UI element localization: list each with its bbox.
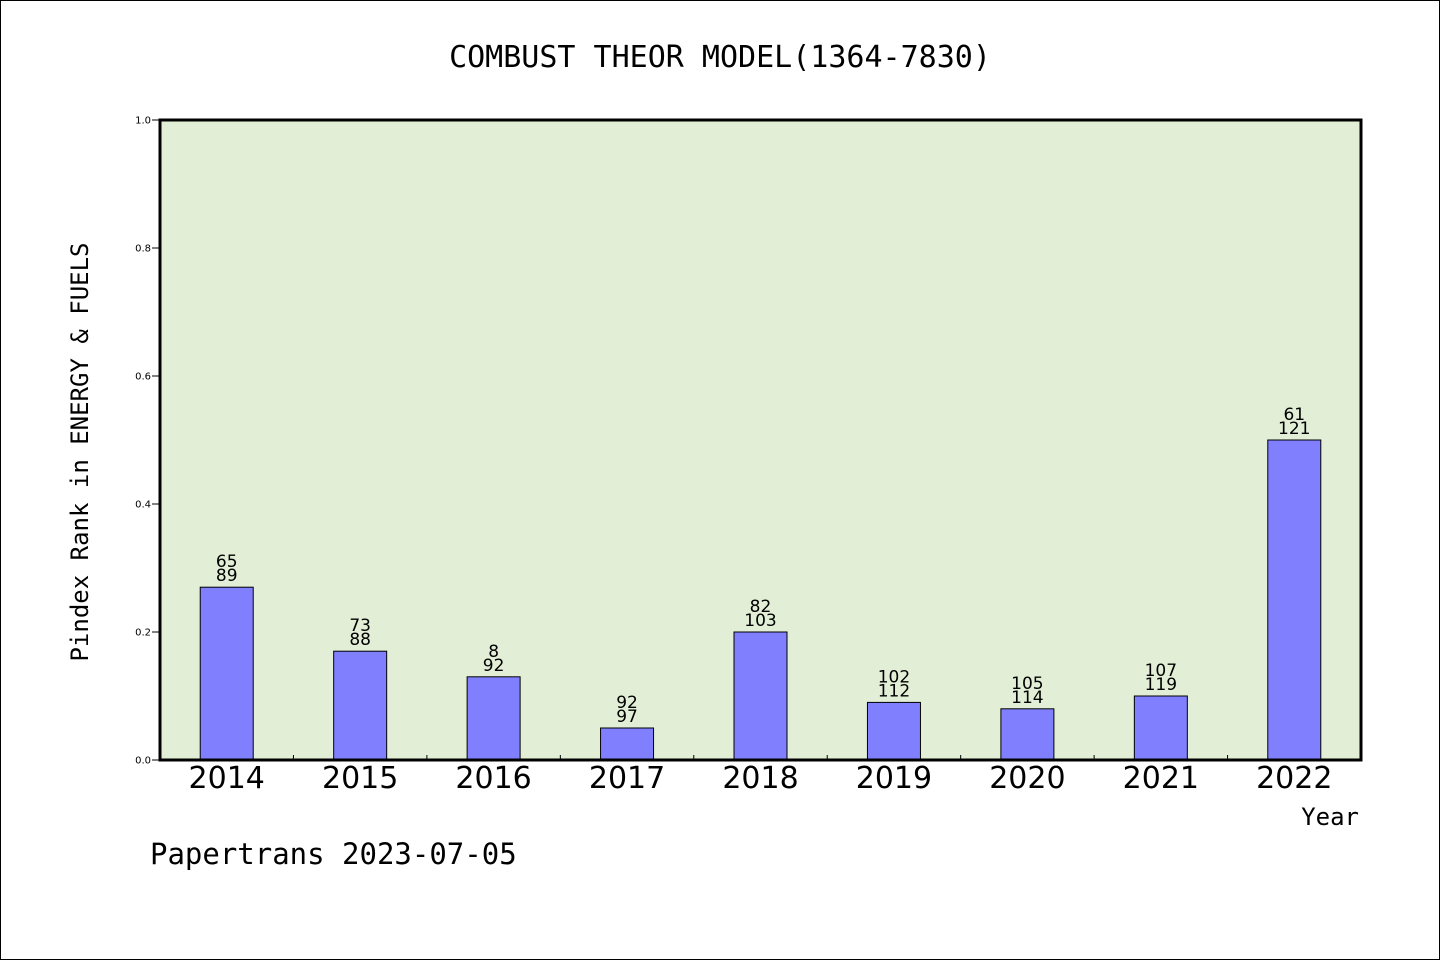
bar-label-bottom: 121 (1278, 419, 1310, 439)
bar-label-top: 82 (750, 597, 772, 617)
y-axis-ticks: 0.0 0.2 0.4 0.6 0.8 1.0 (135, 116, 160, 767)
bar (333, 650, 388, 761)
y-tick-label: 0.2 (135, 628, 151, 639)
x-tick-label: 2021 (1123, 761, 1199, 796)
y-tick-label: 0.8 (135, 244, 151, 255)
x-tick-label: 2014 (189, 761, 265, 796)
bar-label-top: 65 (216, 552, 238, 572)
bar-label-bottom: 89 (216, 566, 238, 586)
bar (866, 701, 921, 761)
x-axis-ticks: 2014 2015 2016 2017 2018 2019 2020 2021 2022 (189, 755, 1332, 796)
plot-border (158, 118, 1363, 762)
bar-label-bottom: 119 (1145, 675, 1177, 695)
bar-label-bottom: 114 (1011, 688, 1043, 708)
bar-label-top: 102 (878, 667, 910, 687)
bar-label-top: 8 (488, 642, 499, 662)
bar (733, 631, 788, 761)
bar-label-top: 105 (1011, 674, 1043, 694)
chart-title: COMBUST THEOR MODEL(1364-7830) (449, 40, 991, 75)
bar (199, 586, 254, 761)
bar (600, 727, 655, 761)
footer-text: Papertrans 2023-07-05 (150, 837, 517, 871)
x-axis-label: Year (1301, 803, 1359, 831)
bar-label-top: 73 (349, 616, 371, 636)
x-tick-label: 2018 (722, 761, 798, 796)
y-tick-label: 0.6 (135, 372, 151, 383)
x-tick-label: 2017 (589, 761, 665, 796)
bar (1267, 439, 1322, 761)
bar (466, 676, 521, 761)
x-tick-label: 2016 (455, 761, 531, 796)
y-tick-label: 0.4 (135, 500, 151, 511)
y-tick-label: 0.0 (135, 756, 151, 767)
bar (1000, 708, 1055, 761)
bar-label-bottom: 92 (483, 656, 505, 676)
bar-label-bottom: 97 (616, 707, 638, 727)
y-tick-label: 1.0 (135, 116, 151, 127)
bar-label-top: 107 (1145, 661, 1177, 681)
bar-label-top: 92 (616, 693, 638, 713)
bar-label-bottom: 88 (349, 630, 371, 650)
x-tick-label: 2015 (322, 761, 398, 796)
bar-label-top: 61 (1283, 405, 1305, 425)
bar (1133, 695, 1188, 761)
x-tick-label: 2022 (1256, 761, 1332, 796)
x-tick-label: 2020 (989, 761, 1065, 796)
bar-label-bottom: 112 (878, 681, 910, 701)
y-axis-label: Pindex Rank in ENERGY & FUELS (66, 242, 94, 661)
bar-label-bottom: 103 (744, 611, 776, 631)
x-tick-label: 2019 (856, 761, 932, 796)
